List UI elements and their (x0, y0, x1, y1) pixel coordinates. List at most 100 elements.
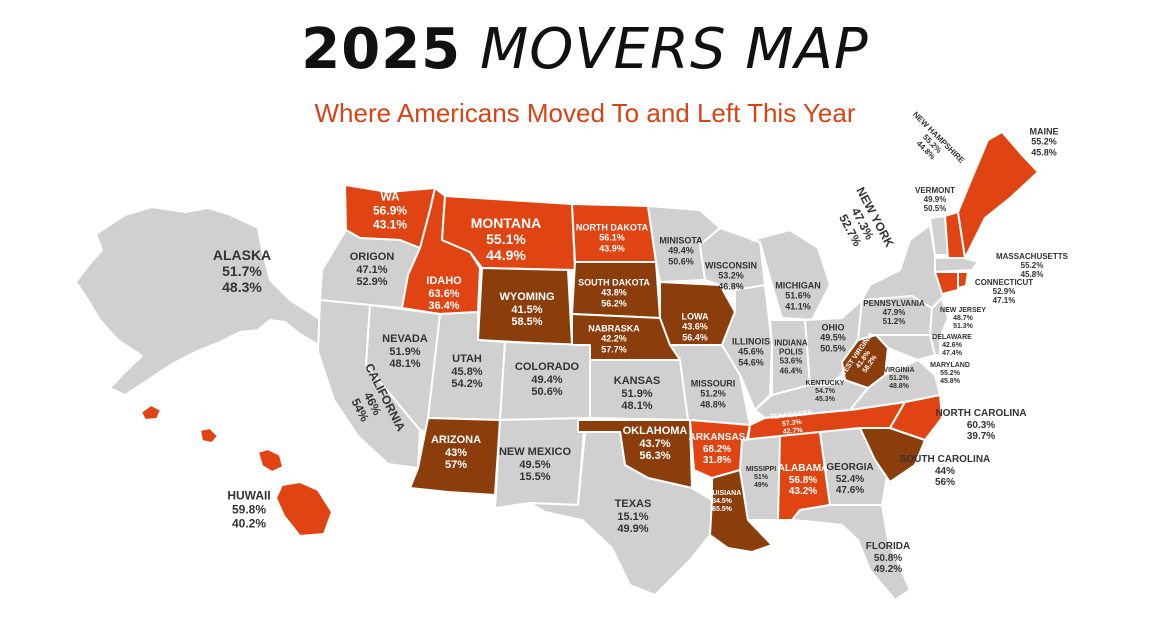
moved-in-pct: 45.8% (451, 365, 483, 378)
moved-in-pct: 50.8% (873, 552, 903, 564)
label-illinois: ILLINOIS 45.6% 54.6% (732, 336, 770, 367)
moved-in-pct: 43% (444, 446, 468, 459)
state-name: WISCONSIN (704, 260, 758, 271)
label-arkansas: ARKANSAS 68.2% 31.8% (689, 432, 746, 467)
moved-in-pct: 43.8% (601, 287, 627, 298)
label-hawaii: HUWAII 59.8% 40.2% (227, 489, 270, 530)
moved-out-pct: 57.7% (601, 344, 627, 355)
state-north-carolina (889, 394, 943, 441)
state-alaska (75, 206, 343, 396)
state-name: NORTH DAKOTA (575, 222, 649, 233)
label-nebraska: NABRASKA 42.2% 57.7% (588, 323, 640, 354)
state-name: ALABAMA (777, 462, 829, 474)
moved-in-pct: 59.8% (231, 502, 267, 517)
moved-out-pct: 49.9% (617, 523, 649, 536)
moved-out-pct: 44.9% (486, 247, 526, 264)
moved-in-pct: 55.2% (940, 369, 960, 377)
state-name: MASSACHUSETTS (995, 252, 1069, 262)
moved-in-pct: 42.2% (601, 333, 627, 344)
state-name: MINISOTA (659, 235, 703, 246)
label-montana: MONTANA 55.1% 44.9% (471, 215, 542, 263)
state-name: FLORIDA (865, 540, 911, 552)
moved-in-pct: 51.7% (222, 262, 262, 279)
moved-in-pct: 54.7% (815, 387, 835, 395)
state-maryland (875, 334, 936, 361)
moved-out-pct: 36.4% (428, 300, 460, 313)
map-title: 2025 MOVERS MAP (0, 18, 1170, 82)
title-text: MOVERS MAP (479, 17, 869, 82)
moved-in-pct: 51.2% (889, 374, 909, 382)
moved-out-pct: 65.5% (712, 506, 732, 514)
label-florida: FLORIDA 50.8% 49.2% (866, 541, 910, 576)
moved-in-pct: 49.4% (668, 245, 694, 256)
moved-out-pct: 40.2% (231, 515, 267, 530)
state-name: COLORADO (514, 361, 580, 374)
moved-out-pct: 48.8% (889, 383, 909, 391)
label-alabama: ALABAMA 56.8% 43.2% (778, 463, 829, 498)
state-hawaii-oahu (199, 427, 219, 444)
label-louisiana: LOUISIANA 34.5% 65.5% (703, 490, 742, 514)
label-tennessee: TENNESSEE 57.3% 42.7% (770, 410, 815, 438)
moved-in-pct: 49.4% (531, 373, 563, 386)
label-oklahoma: OKLAHOMA 43.7% 56.3% (623, 425, 688, 463)
label-wyoming: WYOMING 41.5% 58.5% (500, 291, 555, 329)
moved-in-pct: 44% (934, 465, 955, 477)
moved-out-pct: 54.2% (451, 378, 483, 391)
state-name: ORIGON (349, 251, 395, 264)
moved-out-pct: 49% (753, 482, 768, 490)
moved-out-pct: 31.8% (702, 454, 732, 466)
moved-out-pct: 57% (444, 459, 468, 472)
state-name: NORTH CAROLINA (935, 407, 1027, 419)
moved-out-pct: 51.3% (953, 323, 973, 331)
label-texas: TEXAS 15.1% 49.9% (615, 498, 652, 536)
label-indiana: INDIANA POLIS 53.6% 46.4% (774, 339, 807, 376)
label-oregon: ORIGON 47.1% 52.9% (350, 251, 395, 289)
label-utah: UTAH 45.8% 54.2% (451, 353, 482, 391)
label-kentucky: KENTUCKY 54.7% 45.3% (806, 380, 845, 404)
state-massachusetts (934, 257, 979, 273)
moved-in-pct: 56.8% (788, 474, 818, 486)
moved-in-pct: 51% (753, 473, 768, 481)
state-name: SOUTH DAKOTA (578, 277, 650, 288)
moved-in-pct: 51.9% (389, 345, 421, 358)
state-name: GEORGIA (826, 461, 874, 473)
label-south-carolina: SOUTH CAROLINA 44% 56% (900, 454, 991, 489)
state-name: VIRGINIA (883, 366, 915, 374)
moved-in-pct: 48.7% (953, 314, 973, 322)
moved-out-pct: 48.1% (389, 358, 421, 371)
state-name: ARIZONA (430, 434, 482, 447)
label-minnesota: MINISOTA 49.4% 50.6% (659, 235, 702, 266)
moved-in-pct: 51.6% (785, 290, 811, 301)
moved-in-pct: 34.5% (712, 497, 732, 505)
moved-in-pct: 56.9% (372, 203, 408, 218)
moved-out-pct: 41.1% (785, 301, 811, 312)
moved-out-pct: 56.3% (639, 450, 671, 463)
state-name-line2: POLIS (778, 347, 803, 357)
moved-in-pct: 49.5% (519, 458, 551, 471)
state-name: NEW MEXICO (498, 446, 572, 459)
state-hawaii-big-island (275, 481, 333, 537)
label-north-dakota: NORTH DAKOTA 56.1% 43.9% (576, 222, 648, 253)
moved-in-pct: 47.9% (882, 308, 906, 318)
state-name: NEVADA (382, 333, 428, 346)
moved-out-pct: 46.8% (718, 281, 744, 292)
state-nevada (365, 304, 441, 433)
moved-in-pct: 47.1% (356, 263, 388, 276)
moved-out-pct: 43.1% (372, 216, 408, 231)
label-georgia: GEORGIA 52.4% 47.6% (826, 462, 873, 497)
state-name: HUWAII (227, 488, 271, 503)
label-missouri: MISSOURI 51.2% 48.8% (691, 378, 736, 409)
moved-in-pct: 43.6% (682, 321, 708, 332)
moved-in-pct: 49.9% (923, 195, 947, 205)
label-new-mexico: NEW MEXICO 49.5% 15.5% (499, 446, 571, 484)
moved-in-pct: 53.6% (779, 357, 803, 366)
state-name: MISSIPPI (745, 465, 777, 473)
state-name: CONNECTICUT (974, 278, 1034, 288)
moved-out-pct: 48.3% (222, 279, 262, 296)
moved-in-pct: 51.2% (700, 388, 726, 399)
moved-out-pct: 56.4% (682, 332, 708, 343)
label-kansas: KANSAS 51.9% 48.1% (614, 375, 660, 413)
label-delaware: DELAWARE 42.6% 47.4% (932, 334, 972, 358)
moved-out-pct: 50.6% (531, 386, 563, 399)
